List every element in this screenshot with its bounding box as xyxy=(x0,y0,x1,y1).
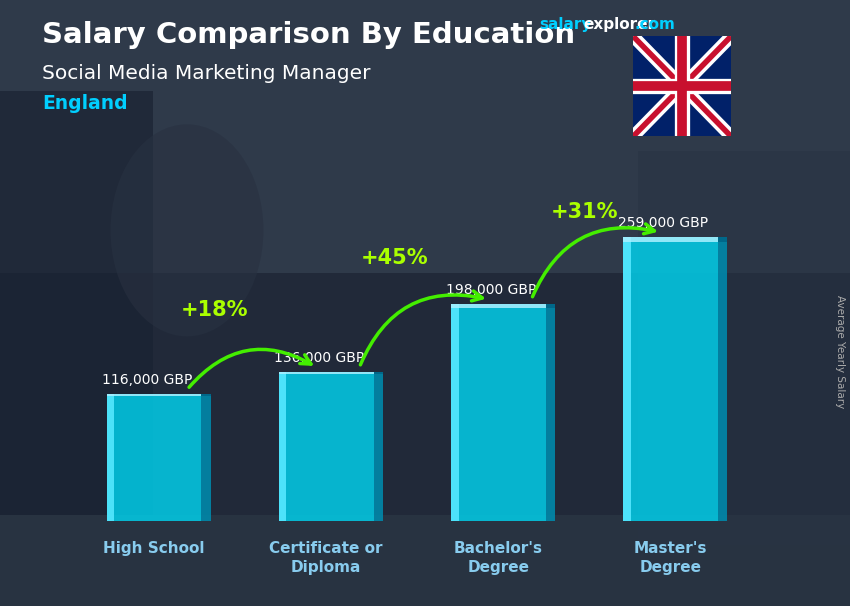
Bar xyxy=(107,394,201,521)
Text: 116,000 GBP: 116,000 GBP xyxy=(102,373,192,387)
Bar xyxy=(0,91,153,515)
Bar xyxy=(0,515,850,606)
Bar xyxy=(0,273,850,515)
Text: salary: salary xyxy=(540,17,592,32)
Bar xyxy=(623,237,717,521)
Bar xyxy=(717,237,727,521)
Bar xyxy=(107,394,115,521)
Bar xyxy=(546,304,555,308)
Bar xyxy=(451,304,546,308)
Bar xyxy=(201,394,211,396)
Text: +18%: +18% xyxy=(180,300,248,321)
Text: Salary Comparison By Education: Salary Comparison By Education xyxy=(42,21,575,49)
Bar xyxy=(623,237,631,521)
Bar xyxy=(717,237,727,242)
Bar xyxy=(279,371,373,521)
Text: .com: .com xyxy=(634,17,675,32)
Text: England: England xyxy=(42,94,128,113)
Bar xyxy=(546,304,555,521)
Text: Social Media Marketing Manager: Social Media Marketing Manager xyxy=(42,64,371,82)
Text: 136,000 GBP: 136,000 GBP xyxy=(274,351,364,365)
Bar xyxy=(0,0,850,273)
Bar xyxy=(451,304,458,521)
Bar xyxy=(201,394,211,521)
Ellipse shape xyxy=(110,124,264,336)
Bar xyxy=(107,394,201,396)
Text: explorer: explorer xyxy=(583,17,655,32)
Bar xyxy=(638,152,850,545)
Text: +31%: +31% xyxy=(551,202,618,222)
Text: Average Yearly Salary: Average Yearly Salary xyxy=(835,295,845,408)
Text: 198,000 GBP: 198,000 GBP xyxy=(445,283,536,297)
Bar xyxy=(279,371,286,521)
Bar xyxy=(373,371,383,375)
Bar xyxy=(623,237,717,242)
Bar xyxy=(451,304,546,521)
Bar xyxy=(279,371,373,375)
Bar xyxy=(373,371,383,521)
Text: +45%: +45% xyxy=(361,247,429,268)
Text: 259,000 GBP: 259,000 GBP xyxy=(618,216,708,230)
